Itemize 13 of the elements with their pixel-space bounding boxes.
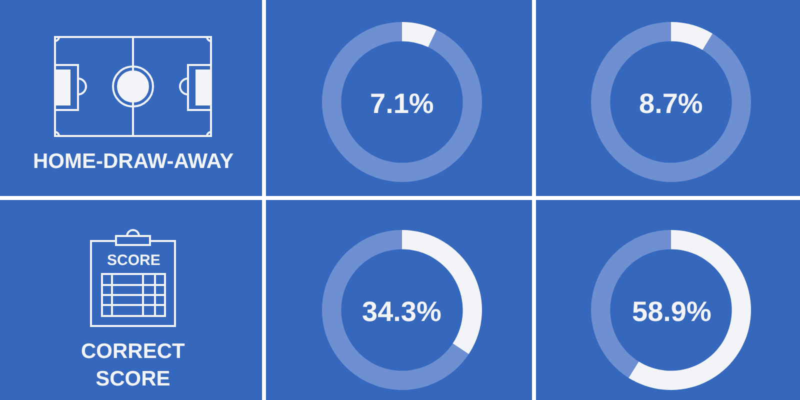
text: 58.9% — [632, 296, 712, 327]
donut-slice — [671, 22, 713, 50]
text: SCORE — [107, 252, 160, 269]
donut-slice — [322, 230, 469, 390]
donut-slice — [628, 230, 751, 390]
text: HOME-DRAW-AWAY — [33, 150, 234, 173]
text: 7.1% — [370, 88, 434, 119]
donut-slice — [322, 22, 482, 182]
text: 34.3% — [362, 296, 442, 327]
donut-slice — [591, 22, 751, 182]
text: 8.7% — [639, 88, 703, 119]
text: CORRECT SCORE — [81, 340, 186, 390]
donut-slice — [402, 22, 437, 48]
